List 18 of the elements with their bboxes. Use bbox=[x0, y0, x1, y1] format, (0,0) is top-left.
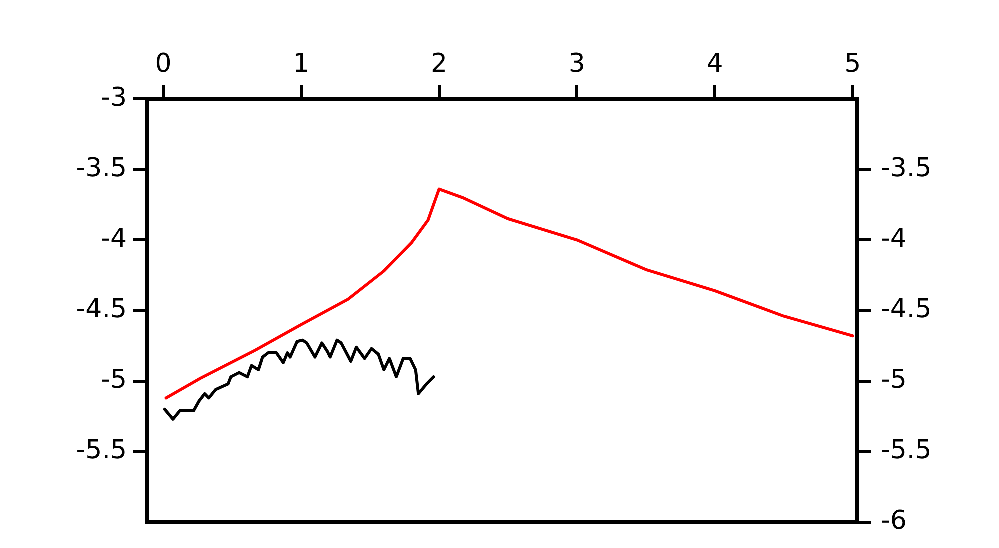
y-tick-label: -5.5 bbox=[76, 436, 127, 466]
x-tick-label: 1 bbox=[293, 49, 310, 80]
y2-tick-label: -4 bbox=[881, 224, 907, 254]
y-tick-label: -3 bbox=[101, 82, 127, 113]
y2-tick-label: -3.5 bbox=[881, 153, 932, 184]
y2-tick-label: -6 bbox=[881, 506, 907, 536]
x-tick-label: 4 bbox=[706, 49, 724, 80]
x-tick-label: 2 bbox=[431, 49, 448, 80]
y2-tick-label: -4.5 bbox=[881, 294, 932, 324]
x-tick-label: 5 bbox=[844, 49, 862, 80]
x-tick-label: 0 bbox=[155, 49, 172, 80]
y-tick-label: -5 bbox=[101, 365, 127, 396]
y2-tick-label: -5 bbox=[881, 365, 907, 396]
y-tick-label: -4.5 bbox=[76, 294, 127, 324]
y-tick-label: -4 bbox=[101, 224, 127, 254]
y-tick-label: -3.5 bbox=[76, 153, 127, 184]
y2-tick-label: -5.5 bbox=[881, 436, 932, 466]
x-tick-label: 3 bbox=[568, 49, 586, 80]
